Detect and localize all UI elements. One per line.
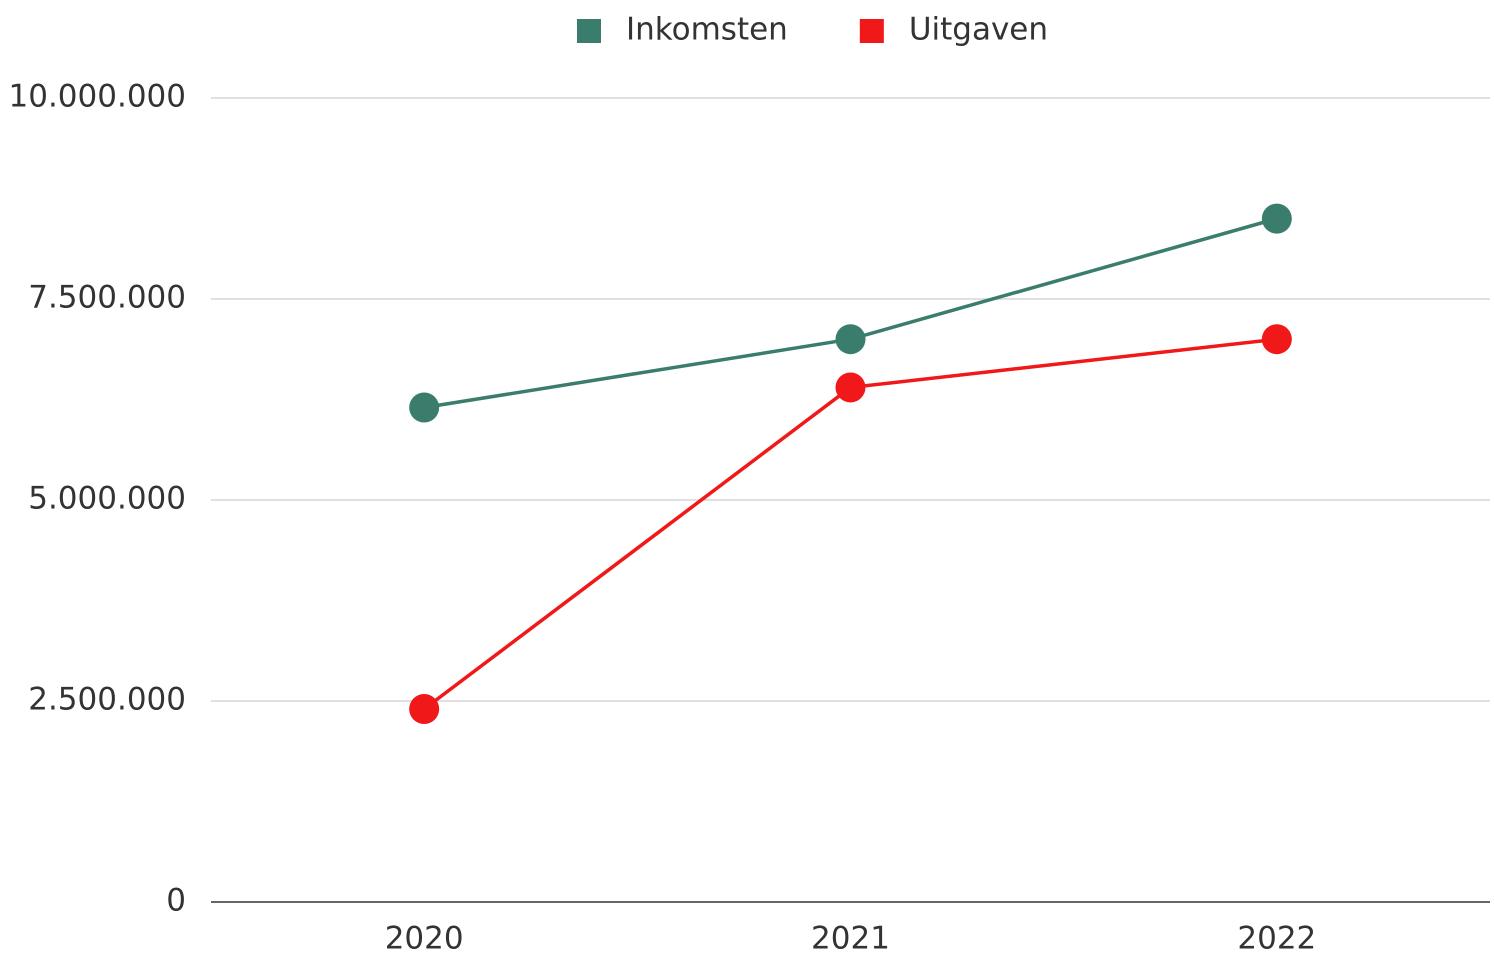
y-tick-label: 7.500.000 [28,280,186,316]
point [835,324,866,355]
x-tick-label: 2021 [811,921,890,957]
y-tick-label: 0 [166,883,186,919]
legend-swatch [859,19,884,43]
y-tick-label: 2.500.000 [28,682,186,718]
y-tick-label: 5.000.000 [28,481,186,517]
x-tick-label: 2022 [1237,921,1316,957]
x-tick-label: 2020 [385,921,464,957]
legend-label: Uitgaven [909,12,1048,48]
point [409,392,440,423]
y-tick-label: 10.000.000 [9,79,187,115]
legend-label: Inkomsten [626,12,788,48]
legend-swatch [577,19,601,43]
point [1261,203,1292,234]
point [1261,324,1292,355]
point [835,372,866,403]
point [409,694,440,725]
